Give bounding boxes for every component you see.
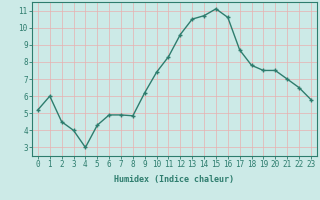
X-axis label: Humidex (Indice chaleur): Humidex (Indice chaleur) [115,175,234,184]
